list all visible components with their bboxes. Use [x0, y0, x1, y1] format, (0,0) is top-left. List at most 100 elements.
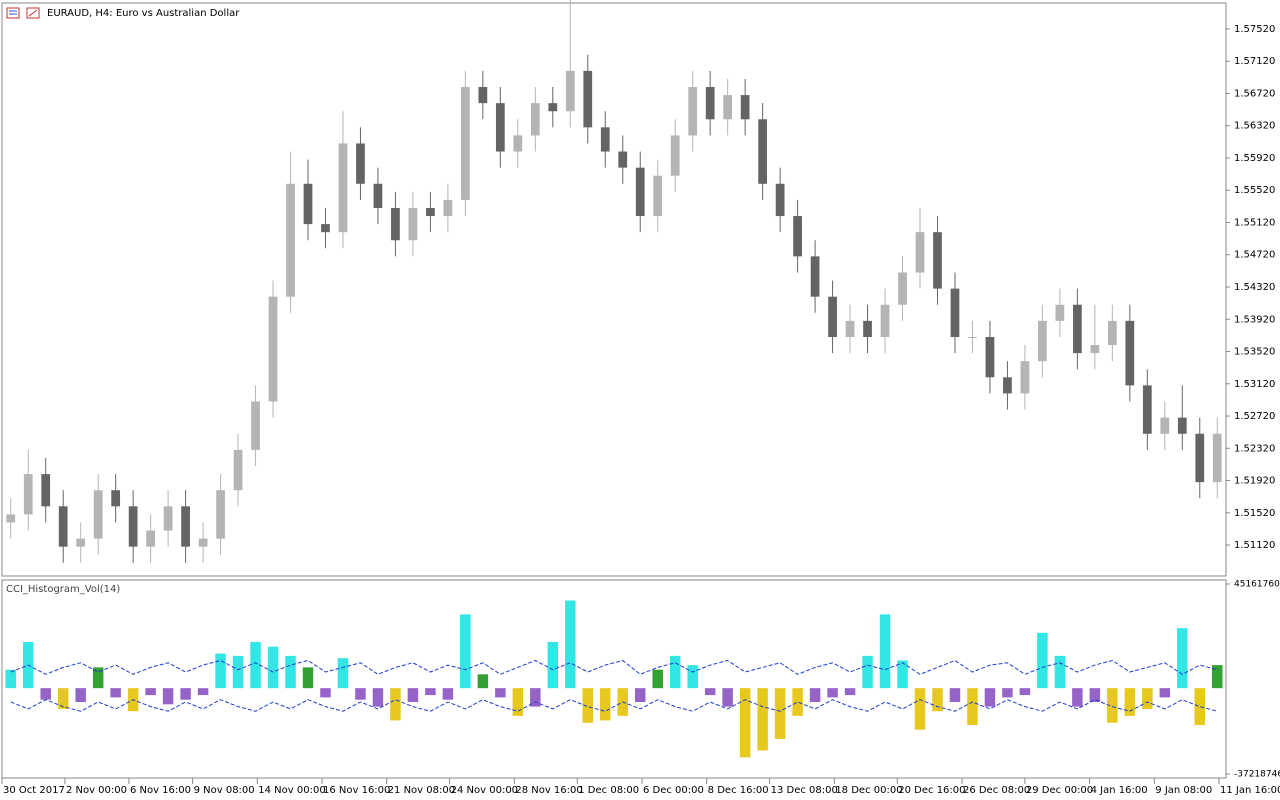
- candle-body: [845, 320, 855, 337]
- candle-body: [600, 127, 610, 152]
- candle-body: [565, 70, 575, 112]
- histogram-bar: [897, 660, 908, 689]
- y-tick-label: -37218746: [1234, 770, 1280, 780]
- candle-body: [198, 538, 208, 547]
- x-tick-label: 24 Nov 00:00: [451, 785, 518, 796]
- candle-body: [58, 506, 68, 547]
- histogram-bar: [197, 688, 209, 696]
- y-tick-label: 1.51920: [1234, 476, 1275, 487]
- histogram-bar: [302, 667, 314, 689]
- histogram-bar: [1037, 632, 1048, 689]
- candle-body: [1073, 304, 1082, 354]
- histogram-bar: [477, 674, 489, 689]
- histogram-bar: [1054, 655, 1066, 689]
- candle-body: [618, 151, 628, 168]
- candle-body: [530, 103, 540, 136]
- y-tick-label: 1.52720: [1234, 411, 1275, 422]
- histogram-bar: [407, 688, 419, 702]
- histogram-bar: [1107, 688, 1118, 723]
- histogram-bar: [215, 653, 226, 689]
- x-tick-label: 9 Nov 08:00: [194, 785, 255, 796]
- candle-body: [1195, 433, 1205, 483]
- histogram-bar: [1177, 628, 1188, 689]
- histogram-bar: [722, 688, 733, 707]
- histogram-bar: [582, 688, 594, 723]
- histogram-bar: [110, 688, 121, 698]
- candle-body: [933, 232, 942, 289]
- candle-body: [41, 474, 51, 507]
- candle-body: [233, 449, 243, 491]
- histogram-bar: [844, 688, 856, 696]
- histogram-bar: [337, 658, 349, 689]
- candle-body: [1212, 433, 1222, 483]
- histogram-bar: [1002, 688, 1013, 698]
- histogram-bar: [162, 688, 174, 705]
- histogram-bar: [320, 688, 331, 698]
- candle-body: [810, 256, 820, 297]
- candle-body: [321, 224, 330, 233]
- histogram-bar: [600, 688, 611, 721]
- chart-title: EURAUD, H4: Euro vs Australian Dollar: [47, 8, 240, 19]
- histogram-bar: [792, 688, 803, 716]
- y-tick-label: 1.54320: [1234, 282, 1275, 293]
- histogram-bar: [879, 614, 891, 689]
- histogram-bar: [390, 688, 401, 721]
- y-tick-label: 1.56320: [1234, 121, 1275, 132]
- indicator-title: CCI_Histogram_Vol(14): [6, 584, 120, 595]
- y-tick-label: 1.53120: [1234, 379, 1275, 390]
- candle-body: [268, 296, 278, 402]
- candle-body: [426, 207, 435, 217]
- candle-body: [880, 304, 890, 337]
- candle-body: [461, 87, 470, 200]
- histogram-bar: [372, 688, 384, 707]
- histogram-bar: [40, 688, 51, 700]
- histogram-bar: [495, 688, 506, 698]
- histogram-bar: [145, 688, 156, 696]
- x-tick-label: 20 Dec 16:00: [898, 785, 965, 796]
- x-tick-label: 6 Dec 00:00: [643, 785, 704, 796]
- histogram-bar: [530, 688, 541, 707]
- candle-body: [705, 87, 715, 120]
- candle-body: [478, 87, 488, 104]
- candle-body: [950, 288, 960, 337]
- histogram-bar: [425, 688, 436, 696]
- histogram-bar: [1212, 665, 1223, 689]
- x-tick-label: 11 Jan 16:00: [1220, 785, 1280, 796]
- candle-body: [635, 167, 645, 217]
- candle-body: [408, 207, 418, 241]
- x-tick-label: 2 Nov 00:00: [66, 785, 127, 796]
- candle-body: [1020, 361, 1030, 394]
- candle-body: [76, 538, 86, 547]
- y-tick-label: 1.53520: [1234, 347, 1275, 358]
- candle-body: [128, 506, 138, 547]
- x-tick-label: 28 Nov 16:00: [515, 785, 582, 796]
- y-tick-label: 1.51520: [1234, 508, 1275, 519]
- candle-body: [6, 514, 16, 523]
- candle-body: [1055, 304, 1065, 321]
- histogram-bar: [232, 655, 244, 689]
- candle-body: [93, 490, 103, 539]
- candle-body: [1003, 377, 1012, 394]
- histogram-bar: [92, 667, 104, 689]
- candle-body: [863, 320, 872, 337]
- candle-body: [181, 506, 190, 547]
- histogram-bar: [914, 688, 926, 730]
- y-tick-label: 1.55520: [1234, 185, 1275, 196]
- candle-body: [443, 199, 453, 217]
- histogram-bar: [1159, 688, 1171, 698]
- candle-body: [373, 183, 383, 208]
- histogram-bar: [1089, 688, 1101, 702]
- candle-body: [775, 183, 785, 217]
- histogram-bar: [565, 600, 576, 689]
- candle-body: [1107, 320, 1117, 346]
- candle-body: [146, 530, 155, 547]
- candle-body: [286, 183, 295, 297]
- histogram-bar: [180, 688, 191, 700]
- candle-body: [513, 135, 523, 152]
- x-tick-label: 29 Dec 00:00: [1026, 785, 1093, 796]
- candle-body: [1160, 417, 1170, 434]
- histogram-bar: [512, 688, 524, 716]
- candle-body: [356, 143, 365, 184]
